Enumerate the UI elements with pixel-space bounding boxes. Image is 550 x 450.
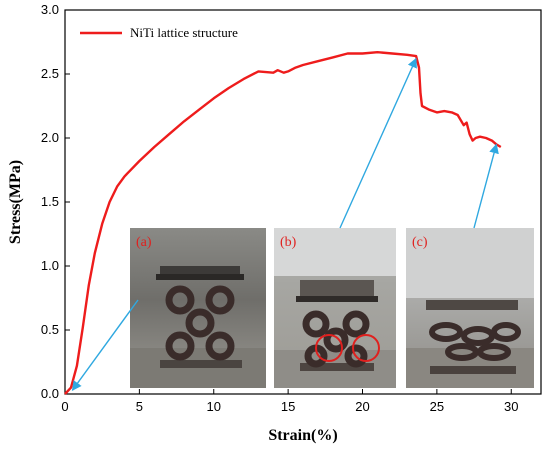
y-tick-label: 0.0 bbox=[41, 386, 59, 401]
legend: NiTi lattice structure bbox=[80, 25, 238, 40]
x-tick-label: 30 bbox=[504, 399, 518, 414]
inset-label-a: (a) bbox=[136, 235, 152, 250]
x-tick-label: 5 bbox=[136, 399, 143, 414]
y-tick-label: 1.0 bbox=[41, 258, 59, 273]
arrow-to-point-a bbox=[71, 299, 139, 391]
axis-ticks bbox=[64, 9, 512, 395]
x-tick-label: 20 bbox=[355, 399, 369, 414]
inset-photo-b: (b) bbox=[274, 228, 396, 388]
inset-photo-a: (a) bbox=[130, 228, 266, 388]
y-tick-label: 2.5 bbox=[41, 66, 59, 81]
y-tick-label: 1.5 bbox=[41, 194, 59, 209]
x-axis-title: Strain(%) bbox=[268, 427, 337, 444]
series-line-niti-lattice bbox=[64, 51, 502, 395]
inset-label-c: (c) bbox=[412, 235, 428, 250]
arrow-to-point-b bbox=[339, 57, 417, 229]
inset-label-b: (b) bbox=[280, 235, 297, 250]
y-axis-title: Stress(MPa) bbox=[7, 160, 24, 244]
inset-arrows bbox=[71, 57, 499, 391]
x-tick-label: 15 bbox=[281, 399, 295, 414]
legend-label: NiTi lattice structure bbox=[130, 25, 238, 40]
x-tick-label: 25 bbox=[430, 399, 444, 414]
y-tick-label: 0.5 bbox=[41, 322, 59, 337]
y-tick-label: 3.0 bbox=[41, 2, 59, 17]
inset-photo-c: (c) bbox=[406, 228, 534, 388]
x-tick-label: 10 bbox=[207, 399, 221, 414]
x-tick-label: 0 bbox=[61, 399, 68, 414]
y-tick-label: 2.0 bbox=[41, 130, 59, 145]
arrow-to-point-c bbox=[473, 143, 499, 229]
axis-tick-labels: 0 5 10 15 20 25 30 0.0 0.5 1.0 1.5 2.0 2.5 3.0 bbox=[41, 2, 519, 414]
